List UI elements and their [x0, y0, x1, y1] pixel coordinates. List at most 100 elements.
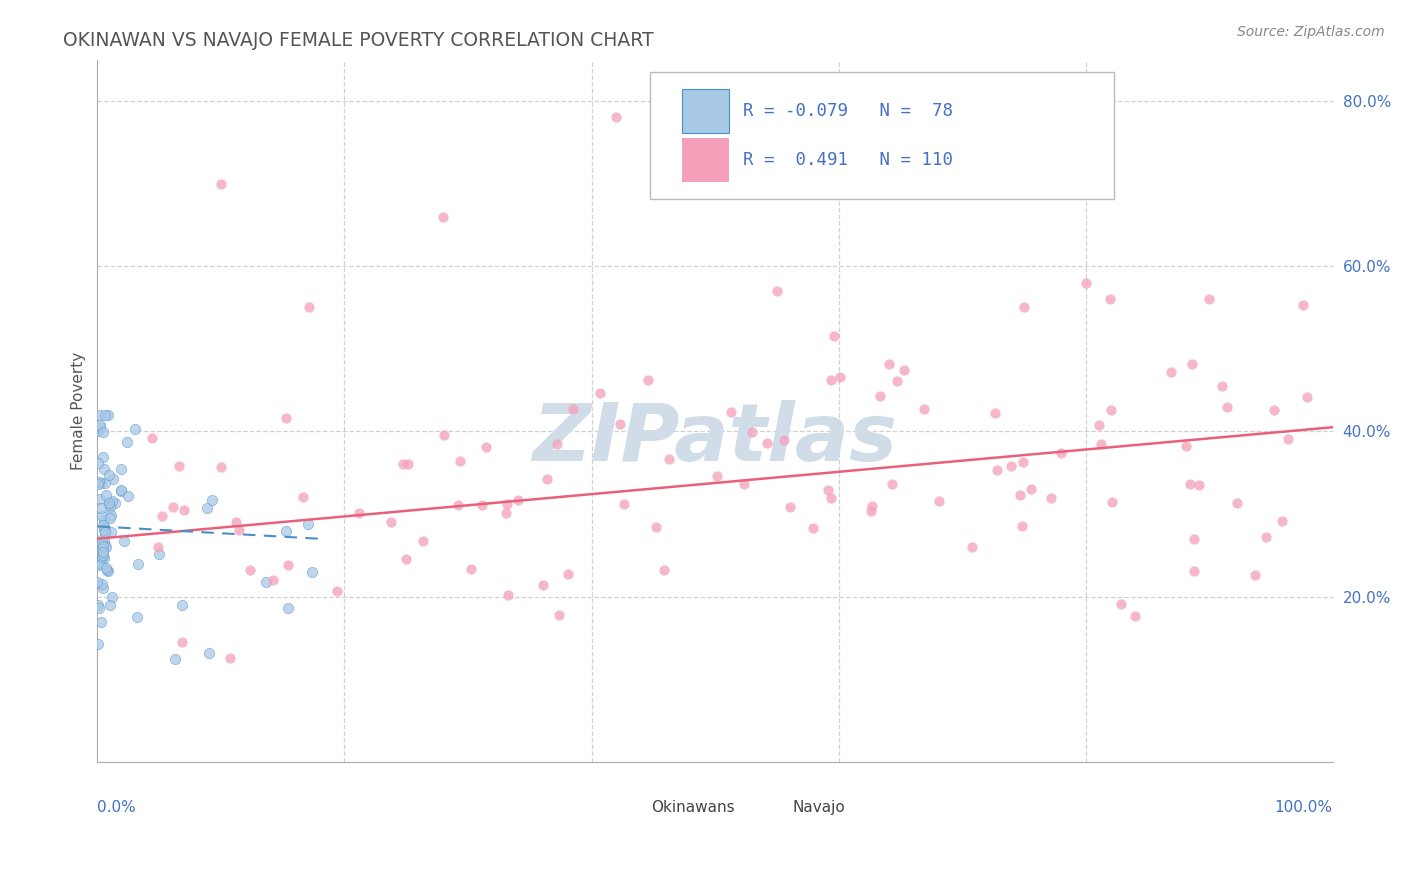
- Point: [91, 450, 114, 464]
- Point: [984, 406, 1007, 420]
- Point: [90, 576, 112, 591]
- Point: [195, 500, 218, 515]
- Point: [605, 111, 627, 125]
- Point: [298, 300, 321, 314]
- FancyBboxPatch shape: [682, 138, 728, 182]
- Point: [1099, 292, 1122, 306]
- Point: [755, 436, 778, 450]
- Point: [276, 524, 298, 538]
- Y-axis label: Female Poverty: Female Poverty: [72, 351, 86, 470]
- Point: [93, 512, 115, 526]
- Point: [100, 525, 122, 540]
- Point: [89, 408, 111, 422]
- Point: [928, 494, 950, 508]
- Point: [198, 647, 221, 661]
- Point: [349, 507, 371, 521]
- Point: [91, 542, 114, 557]
- Point: [658, 452, 681, 467]
- Point: [652, 562, 675, 576]
- Point: [148, 547, 170, 561]
- Point: [98, 500, 121, 515]
- Point: [733, 477, 755, 491]
- Point: [412, 534, 434, 549]
- Point: [1123, 609, 1146, 624]
- Point: [1090, 436, 1112, 450]
- Point: [90, 557, 112, 571]
- Point: [1010, 487, 1032, 501]
- Point: [104, 495, 127, 509]
- Point: [741, 425, 763, 440]
- Point: [396, 457, 419, 471]
- Point: [1256, 530, 1278, 544]
- Point: [110, 484, 132, 499]
- Point: [127, 609, 149, 624]
- Point: [1011, 455, 1033, 469]
- Point: [93, 524, 115, 539]
- Point: [531, 577, 554, 591]
- Point: [86, 558, 108, 573]
- Text: Source: ZipAtlas.com: Source: ZipAtlas.com: [1237, 25, 1385, 39]
- Text: R = -0.079   N =  78: R = -0.079 N = 78: [744, 102, 953, 120]
- Point: [557, 566, 579, 581]
- Point: [326, 584, 349, 599]
- Point: [1263, 403, 1285, 417]
- Point: [91, 540, 114, 554]
- Point: [561, 401, 583, 416]
- Point: [110, 483, 132, 498]
- Point: [1000, 459, 1022, 474]
- Point: [93, 408, 115, 422]
- Point: [115, 435, 138, 450]
- Point: [644, 520, 666, 534]
- Point: [209, 177, 232, 191]
- Point: [471, 499, 494, 513]
- FancyBboxPatch shape: [650, 71, 1114, 199]
- Point: [87, 475, 110, 489]
- Point: [87, 425, 110, 439]
- Point: [879, 357, 901, 371]
- Point: [90, 500, 112, 515]
- Point: [277, 600, 299, 615]
- Point: [817, 483, 839, 497]
- Point: [98, 511, 121, 525]
- Point: [86, 575, 108, 590]
- Point: [93, 533, 115, 548]
- FancyBboxPatch shape: [682, 89, 728, 133]
- Point: [90, 615, 112, 629]
- Point: [101, 590, 124, 604]
- Point: [93, 550, 115, 565]
- Point: [869, 388, 891, 402]
- Point: [110, 461, 132, 475]
- Point: [432, 210, 454, 224]
- Point: [860, 504, 883, 518]
- Point: [101, 494, 124, 508]
- Point: [1101, 495, 1123, 509]
- Point: [94, 538, 117, 552]
- Point: [447, 498, 470, 512]
- Point: [225, 515, 247, 529]
- Point: [495, 506, 517, 520]
- Point: [1295, 390, 1317, 404]
- Text: 0.0%: 0.0%: [97, 800, 136, 815]
- FancyBboxPatch shape: [758, 797, 786, 819]
- Point: [495, 497, 517, 511]
- Point: [219, 651, 242, 665]
- Point: [609, 417, 631, 432]
- Point: [589, 386, 612, 401]
- Point: [449, 454, 471, 468]
- Point: [380, 515, 402, 529]
- Point: [1099, 403, 1122, 417]
- Point: [87, 477, 110, 491]
- Point: [893, 363, 915, 377]
- Point: [89, 491, 111, 506]
- Point: [239, 563, 262, 577]
- Point: [1198, 292, 1220, 306]
- Point: [506, 493, 529, 508]
- Point: [706, 468, 728, 483]
- Point: [228, 523, 250, 537]
- Point: [262, 573, 284, 587]
- Point: [613, 497, 636, 511]
- Point: [801, 521, 824, 535]
- Point: [391, 457, 413, 471]
- Point: [91, 518, 114, 533]
- Point: [1271, 514, 1294, 528]
